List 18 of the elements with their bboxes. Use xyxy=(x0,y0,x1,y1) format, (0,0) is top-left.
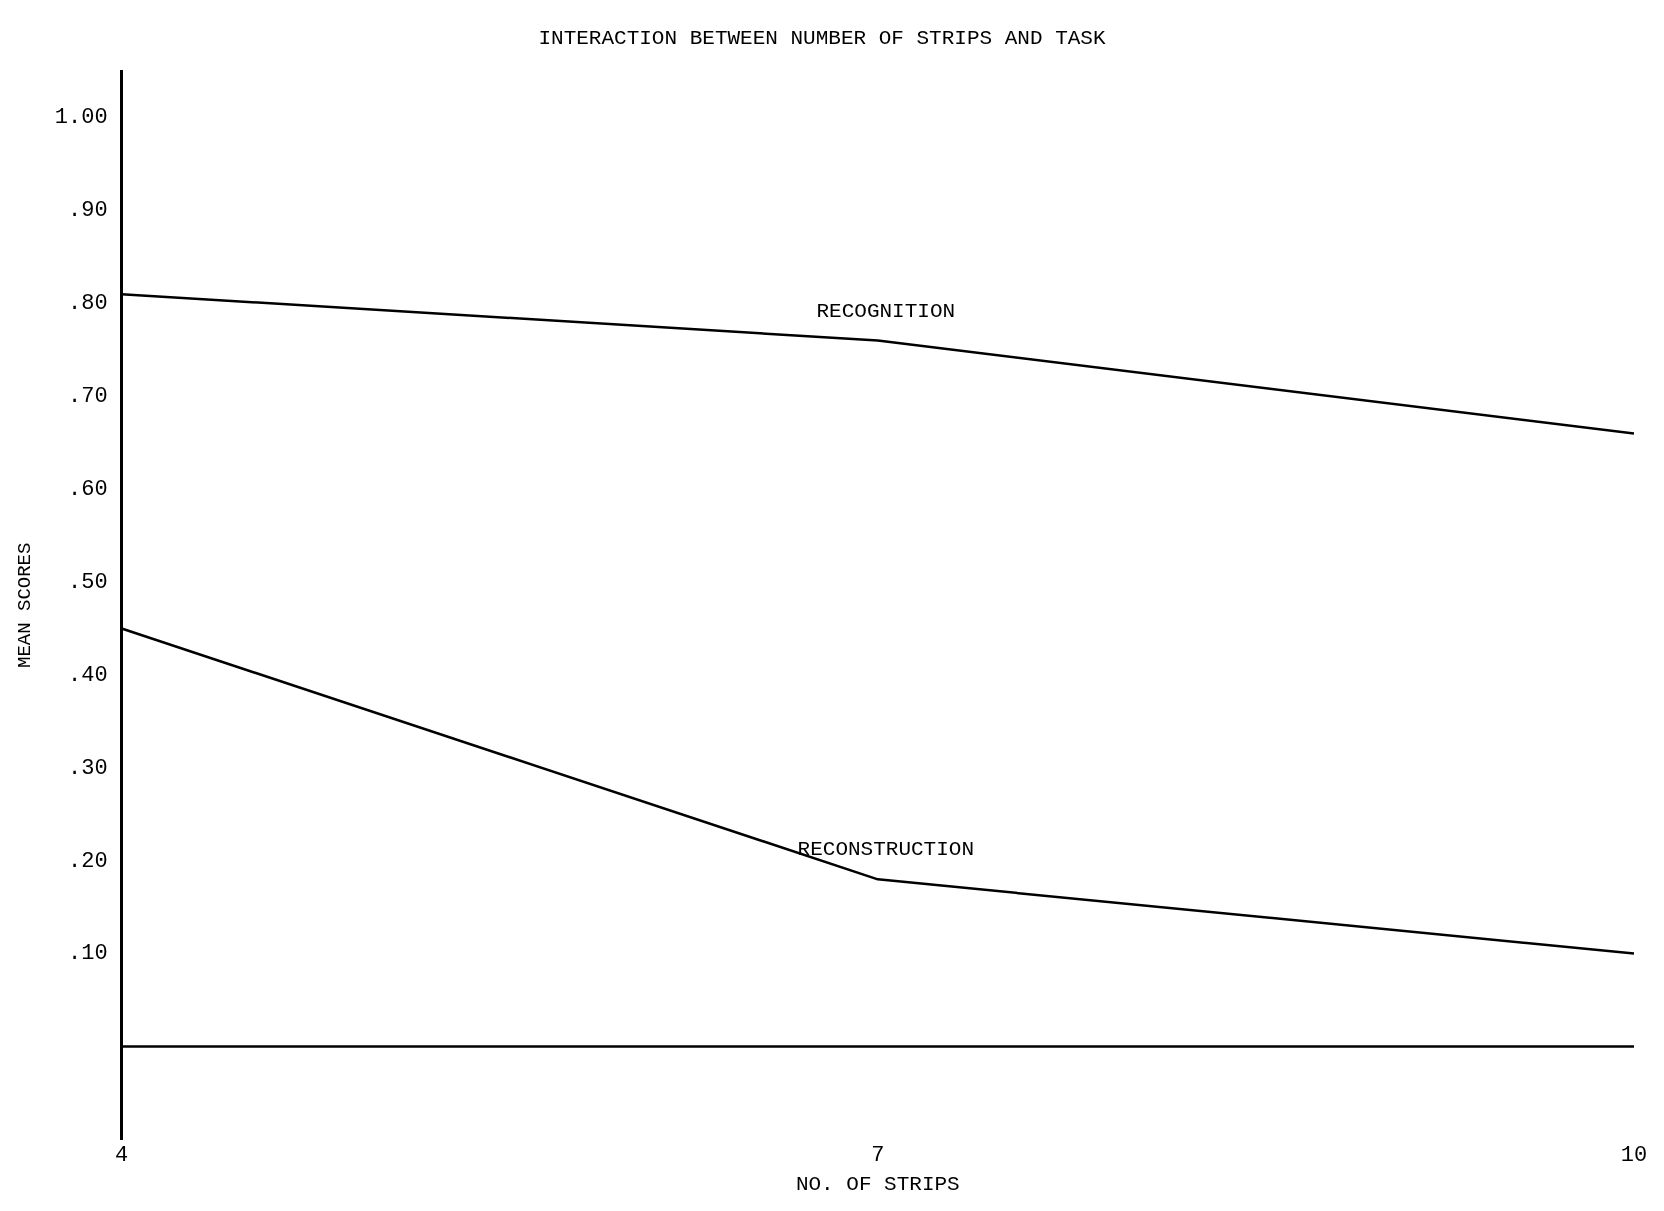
x-tick-label: 7 xyxy=(871,1143,885,1169)
x-axis-title: NO. OF STRIPS xyxy=(795,1172,960,1196)
y-tick-label: .90 xyxy=(68,198,108,224)
y-tick-label: .80 xyxy=(68,291,108,317)
x-tick-label: 4 xyxy=(115,1143,129,1169)
y-tick-label: .10 xyxy=(68,941,108,967)
series-label: RECONSTRUCTION xyxy=(797,838,975,862)
y-tick-label: 1.00 xyxy=(54,105,108,131)
x-tick-label: 10 xyxy=(1620,1143,1648,1169)
chart-title: INTERACTION BETWEEN NUMBER OF STRIPS AND TASK xyxy=(538,27,1106,51)
series-label: RECOGNITION xyxy=(816,299,956,323)
y-axis-title: MEAN SCORES xyxy=(14,542,37,669)
y-tick-label: .30 xyxy=(68,755,108,781)
y-tick-label: .40 xyxy=(68,662,108,688)
y-tick-label: .50 xyxy=(68,569,108,595)
y-tick-label: .60 xyxy=(68,477,108,503)
y-tick-label: .70 xyxy=(68,384,108,410)
y-tick-label: .20 xyxy=(68,848,108,874)
